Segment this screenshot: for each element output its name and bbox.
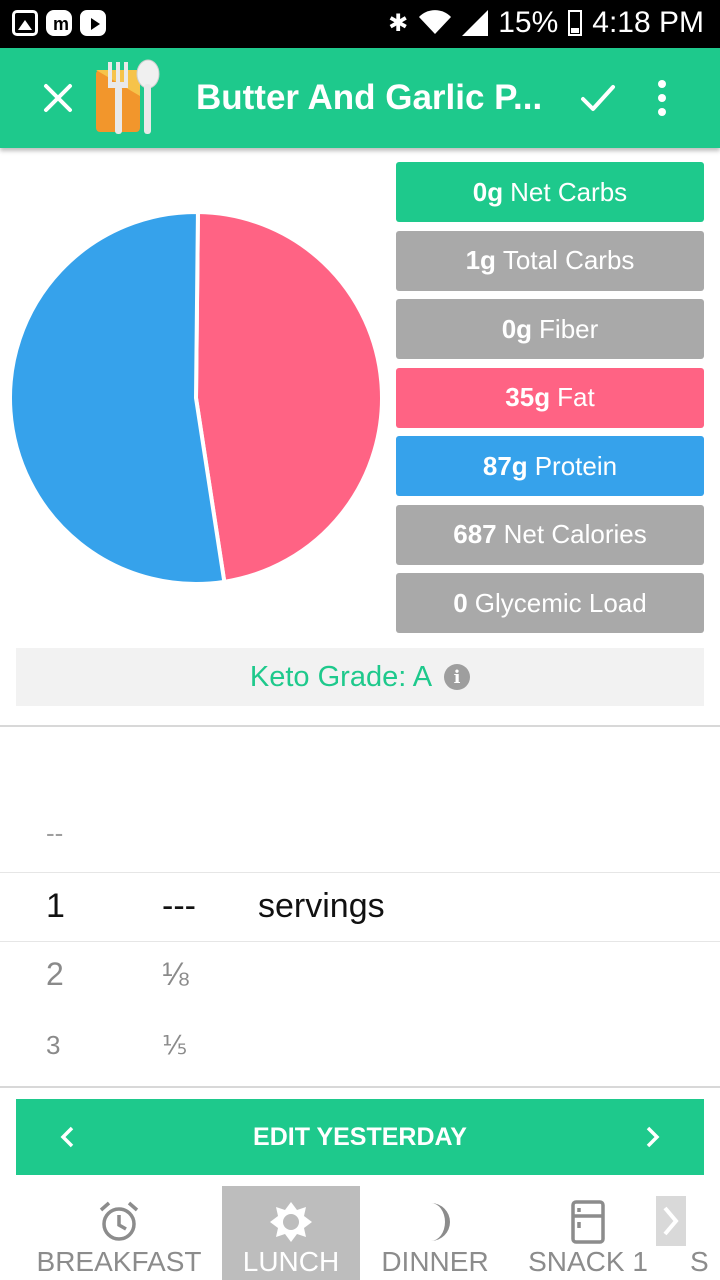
battery-percent: 15%: [498, 6, 559, 39]
moon-icon: [431, 1203, 450, 1241]
tab-snack-1[interactable]: SNACK 1: [518, 1186, 658, 1280]
more-icon[interactable]: [648, 76, 676, 120]
macro-value: 0g: [472, 176, 504, 207]
divider: [0, 1086, 720, 1088]
tab-label: LUNCH: [242, 1246, 340, 1277]
picker-selected-row[interactable]: 1 --- servings: [0, 873, 720, 941]
macro-list: 0g Net Carbs 1g Total Carbs 0g Fiber 35g Fat…: [396, 162, 704, 642]
close-icon[interactable]: [40, 80, 76, 116]
tab-dinner[interactable]: DINNER: [372, 1186, 498, 1280]
notification-icons: m: [12, 10, 106, 36]
picker-row[interactable]: 2 ⅛: [0, 956, 720, 1006]
quantity-option[interactable]: 3: [46, 1030, 61, 1060]
keto-grade-text: Keto Grade: A: [249, 660, 433, 693]
signal-icon: [462, 10, 489, 36]
system-status: ✱ 15% 4:18 PM: [388, 6, 704, 40]
tab-label: DINNER: [381, 1246, 489, 1277]
gallery-notification-icon: [12, 10, 38, 36]
protein-box: 87g Protein: [396, 436, 704, 496]
fiber-box: 0g Fiber: [396, 299, 704, 359]
page-title: Butter And Garlic P...: [196, 78, 543, 117]
fraction-option[interactable]: ⅛: [162, 956, 189, 992]
macro-label: Net Carbs: [510, 176, 628, 207]
tab-breakfast[interactable]: BREAKFAST: [30, 1186, 208, 1280]
alarm-clock-icon: [99, 1201, 139, 1241]
net-calories-box: 687 Net Calories: [396, 504, 704, 565]
pie-slice-protein: [8, 210, 227, 586]
macro-value: 87g: [482, 450, 528, 481]
edit-yesterday-button[interactable]: EDIT YESTERDAY: [16, 1099, 704, 1175]
bluetooth-icon: ✱: [388, 9, 409, 37]
macro-label: Fiber: [539, 313, 599, 344]
tab-label: S: [690, 1246, 709, 1277]
glycemic-load-box: 0 Glycemic Load: [396, 573, 704, 633]
macro-value: 0g: [501, 313, 533, 344]
quantity-value[interactable]: 1: [46, 887, 65, 925]
check-icon[interactable]: [578, 78, 618, 118]
video-notification-icon: [80, 10, 106, 36]
picker-row[interactable]: 3 ⅕: [0, 1030, 720, 1080]
fraction-value[interactable]: ---: [162, 887, 196, 925]
macro-label: Total Carbs: [502, 245, 635, 275]
app-notification-icon: m: [46, 10, 72, 36]
picker-bottom-line: [0, 941, 720, 942]
clock: 4:18 PM: [592, 6, 704, 39]
battery-icon: [568, 10, 583, 36]
net-carbs-box: 0g Net Carbs: [396, 162, 704, 222]
keto-grade-bar[interactable]: Keto Grade: A i: [16, 648, 704, 706]
fat-box: 35g Fat: [396, 367, 704, 428]
divider: [0, 725, 720, 727]
chevron-left-icon[interactable]: [56, 1125, 80, 1149]
edit-yesterday-label: EDIT YESTERDAY: [253, 1122, 467, 1151]
tab-lunch[interactable]: LUNCH: [222, 1186, 360, 1280]
chevron-right-icon[interactable]: [656, 1196, 686, 1246]
macro-value: 687: [453, 519, 497, 549]
meal-tabs: BREAKFAST LUNCH DINNER SNACK 1 S: [0, 1186, 720, 1280]
macro-value: 35g: [505, 382, 551, 412]
total-carbs-box: 1g Total Carbs: [396, 230, 704, 291]
fraction-option[interactable]: ⅕: [162, 1030, 188, 1060]
tab-label: BREAKFAST: [36, 1246, 202, 1277]
macro-label: Net Calories: [503, 519, 647, 549]
picker-placeholder: --: [46, 818, 64, 848]
macro-value: 0: [453, 587, 468, 618]
fridge-icon: [571, 1200, 605, 1244]
tab-next-partial[interactable]: S: [682, 1186, 720, 1280]
macro-label: Glycemic Load: [474, 587, 647, 618]
picker-placeholder-row[interactable]: --: [0, 818, 720, 868]
status-bar: m ✱ 15% 4:18 PM: [0, 0, 720, 48]
macro-value: 1g: [465, 245, 496, 275]
macro-pie-chart: [8, 210, 384, 586]
info-icon[interactable]: i: [444, 664, 471, 690]
wifi-icon: [419, 10, 452, 34]
chevron-right-icon[interactable]: [640, 1125, 664, 1149]
pie-slice-fat: [193, 210, 384, 585]
sun-icon: [270, 1202, 312, 1242]
macro-label: Protein: [534, 450, 618, 481]
tab-label: SNACK 1: [528, 1246, 648, 1277]
picker-top-line: [0, 872, 720, 873]
quantity-option[interactable]: 2: [46, 956, 64, 992]
app-bar: Butter And Garlic P...: [0, 48, 720, 148]
macro-label: Fat: [557, 382, 595, 412]
unit-value[interactable]: servings: [258, 887, 385, 925]
food-logo-icon: [96, 59, 160, 134]
